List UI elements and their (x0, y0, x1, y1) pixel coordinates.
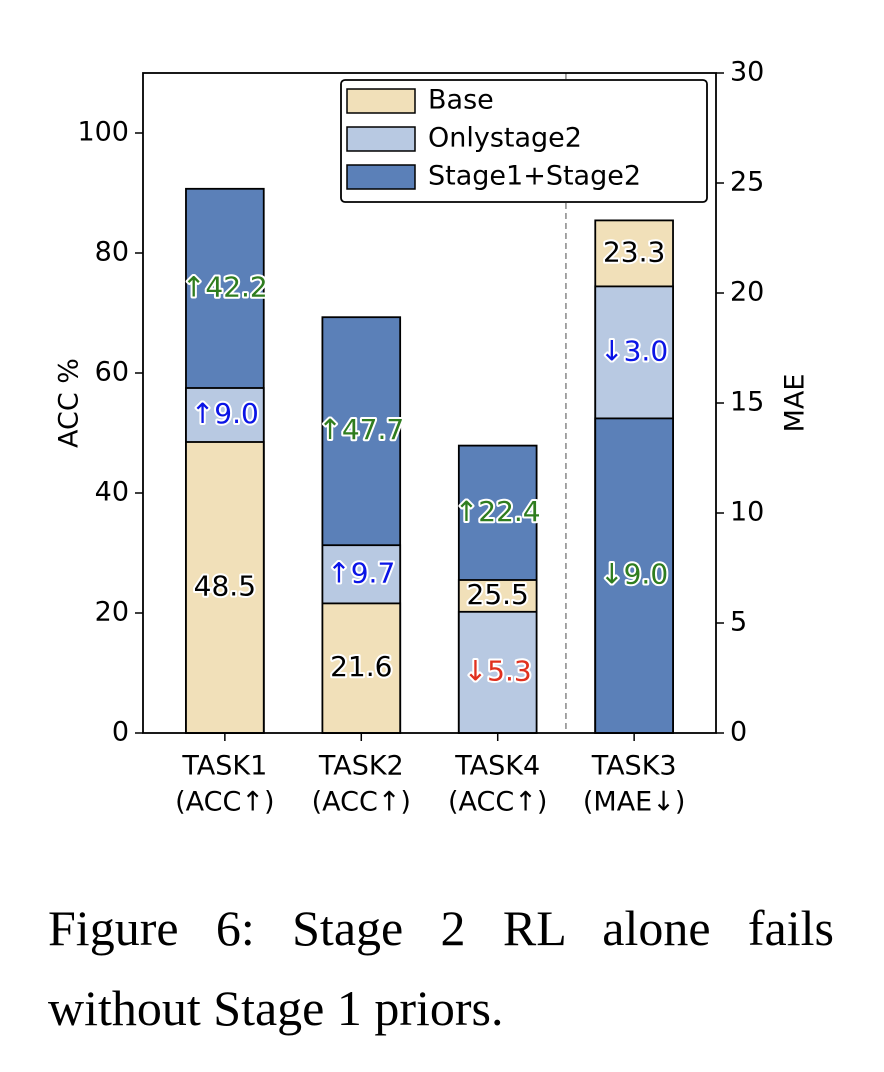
x-tick-label: (ACC↑) (448, 787, 547, 818)
bar-annotation: ↓5.3 (464, 654, 532, 687)
y-tick-label: 0 (112, 717, 129, 748)
y2-tick-label: 5 (730, 607, 747, 638)
y-tick-label: 40 (95, 477, 129, 508)
x-tick-label: TASK1 (181, 751, 267, 782)
y-tick-label: 20 (95, 597, 129, 628)
y2-tick-label: 20 (730, 277, 764, 308)
legend-swatch (346, 126, 416, 152)
bar-annotation: ↓9.0 (600, 558, 668, 591)
bar-segment (321, 602, 402, 734)
bar-segment (185, 441, 265, 734)
x-tick-label: TASK2 (318, 751, 404, 782)
x-tick-label: TASK3 (591, 751, 677, 782)
y-axis-label: ACC % (54, 358, 85, 448)
y2-tick-label: 30 (730, 57, 764, 88)
value-label: 23.3 (603, 235, 665, 268)
y2-tick-label: 0 (730, 717, 747, 748)
bar-segment (457, 610, 538, 734)
y-tick-label: 80 (95, 237, 129, 268)
value-label: 25.5 (467, 578, 529, 611)
legend-label: Base (428, 85, 494, 116)
caption: Figure 6: Stage 2 RL alone fails without… (48, 900, 834, 1036)
bar-segment (594, 417, 674, 734)
bar-annotation: ↓3.0 (600, 334, 668, 367)
value-label: 21.6 (330, 650, 392, 683)
y2-tick-label: 25 (730, 167, 764, 198)
y-tick-label: 100 (77, 117, 129, 148)
legend-label: Stage1+Stage2 (428, 161, 641, 192)
bar-annotation: ↑22.4 (455, 495, 541, 528)
y2-tick-label: 15 (730, 387, 764, 418)
y-tick-label: 60 (95, 357, 129, 388)
chart: ACC % MAE 0 20 40 60 80 100 0 5 10 15 20 25 30 TASK1 (… (54, 57, 811, 818)
bar-annotation: ↑9.0 (191, 397, 259, 430)
bar-annotation: ↑47.7 (318, 413, 404, 446)
bar-annotation: ↑9.7 (327, 556, 395, 589)
y2-tick-label: 10 (730, 497, 764, 528)
x-tick-label: (ACC↑) (312, 787, 411, 818)
plot-frame (142, 72, 717, 734)
bar-annotation: ↑42.2 (182, 270, 268, 303)
x-tick-label: TASK4 (454, 751, 540, 782)
value-label: 48.5 (194, 570, 256, 603)
legend-swatch (346, 88, 416, 114)
y2-axis-label: MAE (780, 374, 811, 433)
x-tick-label: (MAE↓) (583, 787, 686, 818)
legend-swatch (346, 164, 416, 190)
x-tick-label: (ACC↑) (175, 787, 274, 818)
legend-box (340, 79, 708, 203)
legend-label: Onlystage2 (428, 123, 582, 154)
